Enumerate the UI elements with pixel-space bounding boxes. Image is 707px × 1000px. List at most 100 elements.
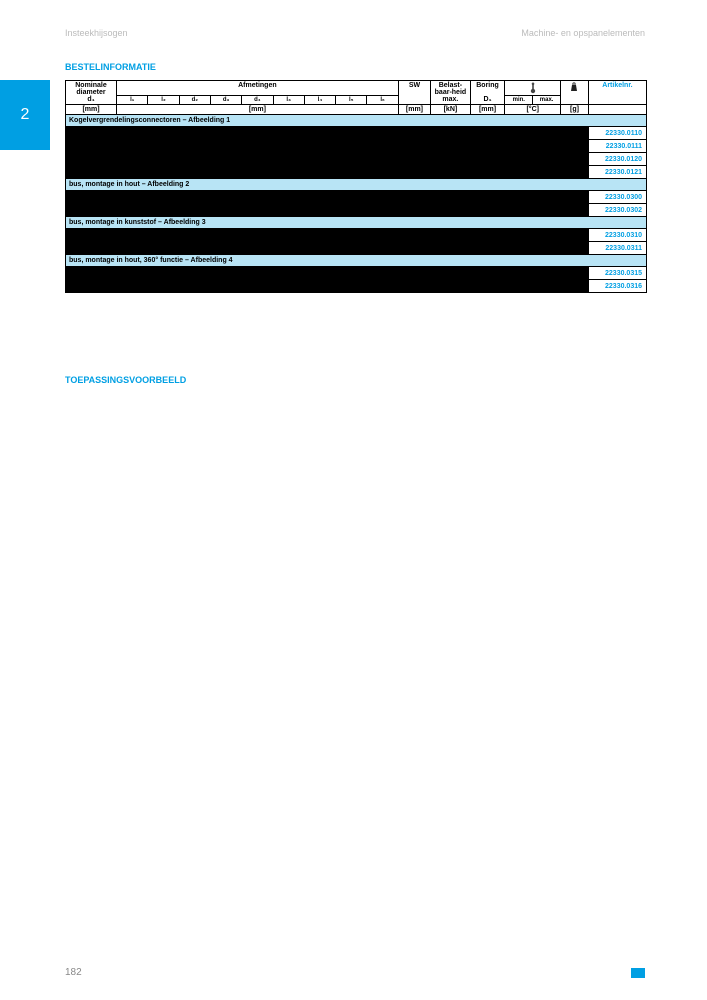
table-section-row: bus, montage in kunststof – Afbeelding 3	[66, 217, 647, 229]
table-row: 22330.0311	[66, 242, 647, 255]
col-nominale: Nominale diameter d₁	[66, 81, 117, 105]
table-row: 22330.0300	[66, 191, 647, 204]
table-cell	[470, 166, 505, 179]
table-cell	[431, 191, 470, 204]
article-number[interactable]: 22330.0302	[588, 204, 646, 217]
table-cell	[533, 153, 561, 166]
table-cell	[398, 229, 430, 242]
col-nominale-sym: d₁	[87, 96, 94, 103]
table-cell	[367, 229, 398, 242]
table-cell	[470, 140, 505, 153]
table-section-title: bus, montage in hout – Afbeelding 2	[66, 179, 647, 191]
table-cell	[336, 280, 367, 293]
article-number[interactable]: 22330.0300	[588, 191, 646, 204]
table-cell	[505, 153, 533, 166]
subcol: l₅	[336, 96, 367, 105]
article-number[interactable]: 22330.0120	[588, 153, 646, 166]
table-cell	[505, 229, 533, 242]
table-cell	[533, 166, 561, 179]
table-cell	[210, 204, 241, 217]
table-cell	[367, 267, 398, 280]
table-cell	[470, 191, 505, 204]
table-cell	[304, 166, 335, 179]
table-cell	[304, 140, 335, 153]
table-cell	[179, 204, 210, 217]
table-cell	[367, 191, 398, 204]
table-subheader-row: l₁ l₂ d₂ d₃ d₄ l₃ l₄ l₅ l₆ min. max.	[66, 96, 647, 105]
order-info-table: Nominale diameter d₁ Afmetingen SW Belas…	[65, 80, 647, 293]
table-cell	[431, 127, 470, 140]
table-cell	[304, 204, 335, 217]
table-cell	[304, 229, 335, 242]
table-cell	[148, 204, 179, 217]
table-cell	[117, 191, 148, 204]
subcol: l₆	[367, 96, 398, 105]
col-boring: Boring D₁	[470, 81, 505, 105]
thermometer-icon	[529, 82, 537, 94]
table-cell	[210, 127, 241, 140]
table-cell	[210, 242, 241, 255]
table-cell	[398, 127, 430, 140]
temp-min: min.	[505, 96, 533, 105]
table-cell	[533, 191, 561, 204]
side-tab: 2	[0, 80, 50, 150]
col-sw: SW	[398, 81, 430, 105]
col-belast-label: Belast-baar-heid	[435, 82, 467, 96]
table-cell	[273, 153, 304, 166]
table-cell	[117, 242, 148, 255]
table-cell	[179, 229, 210, 242]
col-nominale-label: Nominale diameter	[75, 82, 107, 96]
table-cell	[210, 153, 241, 166]
table-cell	[210, 267, 241, 280]
article-number[interactable]: 22330.0111	[588, 140, 646, 153]
table-cell	[148, 140, 179, 153]
table-row: 22330.0316	[66, 280, 647, 293]
article-number[interactable]: 22330.0310	[588, 229, 646, 242]
table-cell	[431, 280, 470, 293]
table-cell	[336, 242, 367, 255]
table-cell	[367, 140, 398, 153]
table-cell	[470, 204, 505, 217]
subcol: l₃	[273, 96, 304, 105]
unit-empty	[588, 105, 646, 115]
table-cell	[242, 127, 273, 140]
subcol: l₁	[117, 96, 148, 105]
table-cell	[179, 191, 210, 204]
section-title-toep: TOEPASSINGSVOORBEELD	[65, 375, 186, 385]
table-cell	[561, 242, 589, 255]
table-cell	[148, 127, 179, 140]
table-cell	[242, 204, 273, 217]
table-cell	[148, 153, 179, 166]
table-cell	[505, 127, 533, 140]
article-number[interactable]: 22330.0315	[588, 267, 646, 280]
table-cell	[431, 267, 470, 280]
article-number[interactable]: 22330.0110	[588, 127, 646, 140]
unit-g: [g]	[561, 105, 589, 115]
table-cell	[470, 242, 505, 255]
table-cell	[431, 242, 470, 255]
table-cell	[470, 280, 505, 293]
table-cell	[210, 229, 241, 242]
section-title-bestel: BESTELINFORMATIE	[65, 62, 156, 72]
table-header-row: Nominale diameter d₁ Afmetingen SW Belas…	[66, 81, 647, 96]
article-number[interactable]: 22330.0311	[588, 242, 646, 255]
table-cell	[117, 140, 148, 153]
table-cell	[367, 166, 398, 179]
article-number[interactable]: 22330.0316	[588, 280, 646, 293]
table-cell	[242, 280, 273, 293]
table-cell	[304, 242, 335, 255]
table-cell	[431, 166, 470, 179]
table-cell	[398, 140, 430, 153]
table-cell	[505, 166, 533, 179]
table-cell	[210, 191, 241, 204]
table-cell	[148, 267, 179, 280]
table-cell	[505, 280, 533, 293]
table-cell	[117, 280, 148, 293]
article-number[interactable]: 22330.0121	[588, 166, 646, 179]
cell-nominale	[66, 229, 117, 255]
table-cell	[398, 280, 430, 293]
subcol: d₃	[210, 96, 241, 105]
unit-mm3: [mm]	[398, 105, 430, 115]
table-cell	[210, 140, 241, 153]
table-cell	[367, 280, 398, 293]
